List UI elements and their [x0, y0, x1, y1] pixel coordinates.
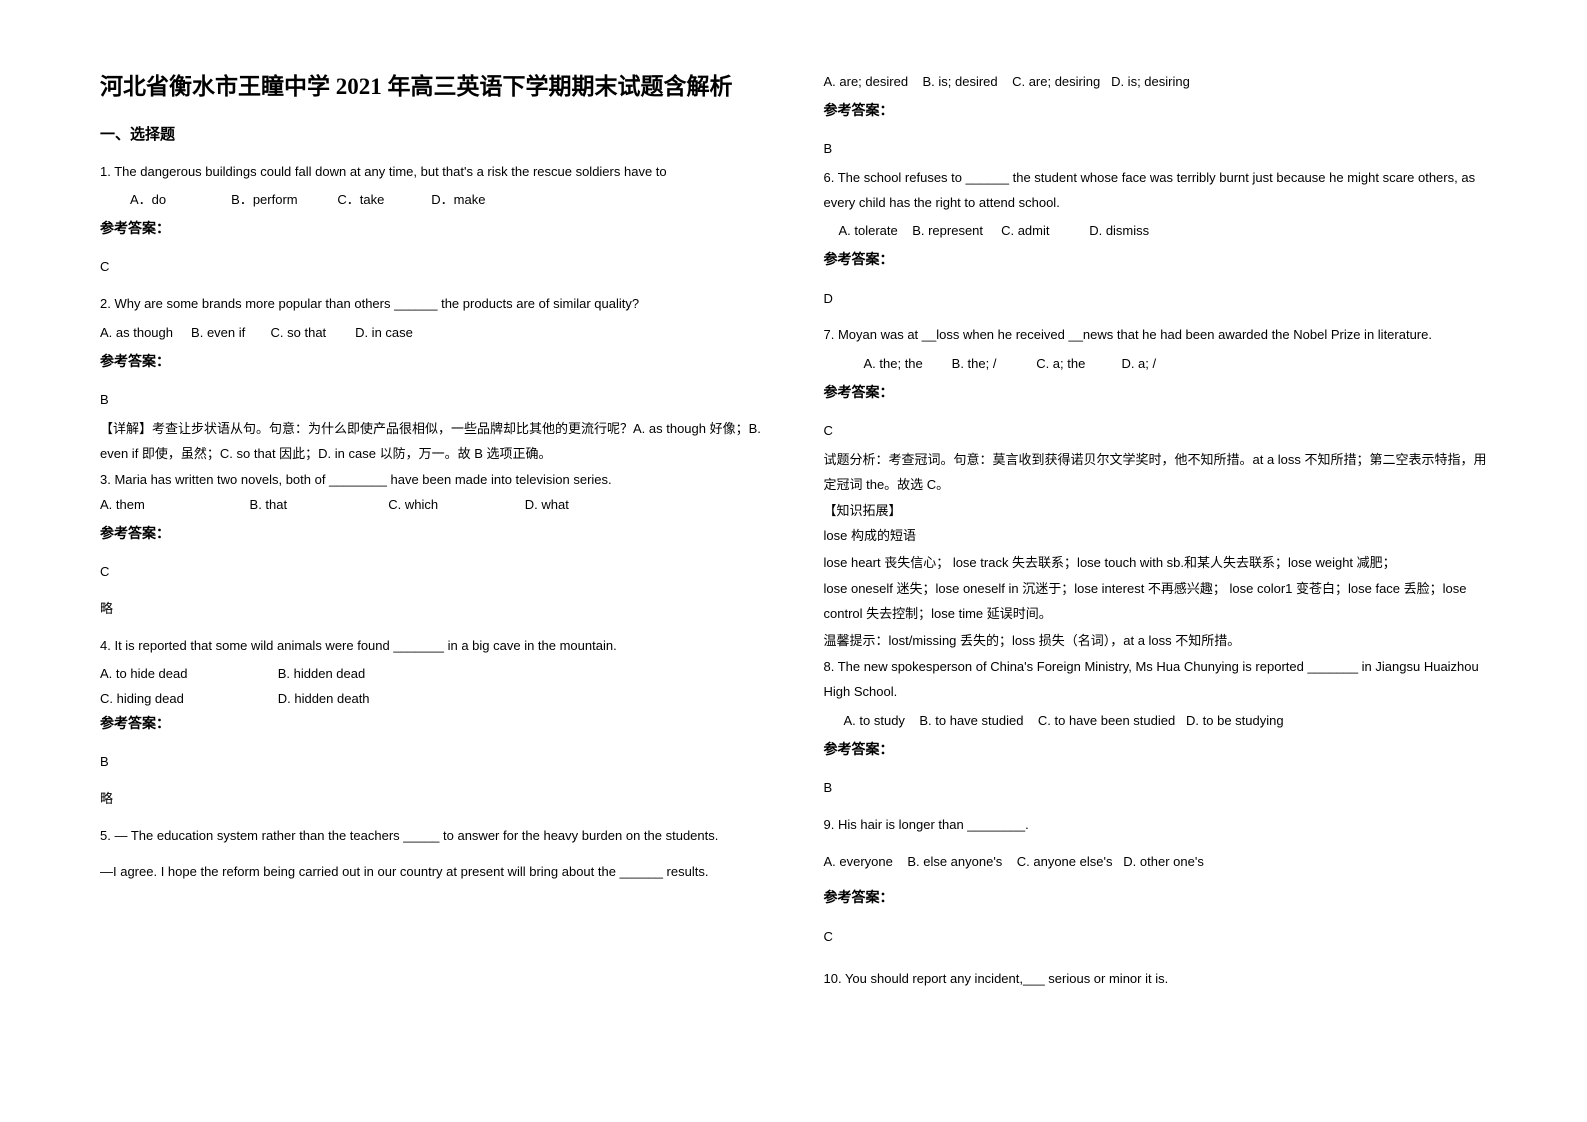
q8-choices: A. to study B. to have studied C. to hav…	[824, 709, 1488, 734]
q7-answer-heading: 参考答案：	[824, 381, 1488, 408]
q8-stem: 8. The new spokesperson of China's Forei…	[824, 655, 1488, 704]
spacer	[824, 953, 1488, 967]
q2-choices: A. as though B. even if C. so that D. in…	[100, 321, 764, 346]
spacer	[824, 279, 1488, 287]
q8-answer-heading: 参考答案：	[824, 738, 1488, 765]
q6-stem: 6. The school refuses to ______ the stud…	[824, 166, 1488, 215]
spacer	[824, 842, 1488, 850]
spacer	[100, 247, 764, 255]
q9-choices: A. everyone B. else anyone's C. anyone e…	[824, 850, 1488, 875]
spacer	[100, 552, 764, 560]
section-heading: 一、选择题	[100, 123, 764, 144]
q3-answer: C	[100, 560, 764, 585]
q3-answer-heading: 参考答案：	[100, 522, 764, 549]
page-container: 河北省衡水市王瞳中学 2021 年高三英语下学期期末试题含解析 一、选择题 1.…	[100, 70, 1487, 1082]
q2-answer-heading: 参考答案：	[100, 350, 764, 377]
spacer	[100, 626, 764, 634]
q4-note: 略	[100, 787, 764, 812]
q5-answer-heading: 参考答案：	[824, 99, 1488, 126]
q5-choices: A. are; desired B. is; desired C. are; d…	[824, 70, 1488, 95]
q7-ext-heading: 【知识拓展】	[824, 499, 1488, 524]
q2-answer: B	[100, 388, 764, 413]
q5-stem-b: —I agree. I hope the reform being carrie…	[100, 860, 764, 885]
q8-answer: B	[824, 776, 1488, 801]
q5-stem-a: 5. — The education system rather than th…	[100, 824, 764, 849]
q9-answer-heading: 参考答案：	[824, 886, 1488, 913]
q1-choices: A．do B．perform C．take D．make	[100, 188, 764, 213]
spacer	[824, 768, 1488, 776]
spacer	[824, 805, 1488, 813]
q6-answer-heading: 参考答案：	[824, 248, 1488, 275]
spacer	[100, 380, 764, 388]
q9-answer: C	[824, 925, 1488, 950]
spacer	[824, 878, 1488, 886]
q7-answer: C	[824, 419, 1488, 444]
q2-explanation: 【详解】考查让步状语从句。句意：为什么即使产品很相似，一些品牌却比其他的更流行呢…	[100, 417, 764, 466]
q7-ext4: 温馨提示：lost/missing 丢失的；loss 损失（名词），at a l…	[824, 629, 1488, 654]
spacer	[100, 816, 764, 824]
q4-choices-b: C. hiding dead D. hidden death	[100, 687, 764, 712]
q3-note: 略	[100, 597, 764, 622]
q10-stem: 10. You should report any incident,___ s…	[824, 967, 1488, 992]
spacer	[100, 589, 764, 597]
q4-stem: 4. It is reported that some wild animals…	[100, 634, 764, 659]
q6-choices: A. tolerate B. represent C. admit D. dis…	[824, 219, 1488, 244]
q4-answer: B	[100, 750, 764, 775]
q3-stem: 3. Maria has written two novels, both of…	[100, 468, 764, 493]
q7-explanation: 试题分析：考查冠词。句意：莫言收到获得诺贝尔文学奖时，他不知所措。at a lo…	[824, 448, 1488, 497]
spacer	[100, 779, 764, 787]
spacer	[100, 284, 764, 292]
q7-stem: 7. Moyan was at __loss when he received …	[824, 323, 1488, 348]
left-column: 河北省衡水市王瞳中学 2021 年高三英语下学期期末试题含解析 一、选择题 1.…	[100, 70, 764, 1082]
spacer	[100, 742, 764, 750]
q1-stem: 1. The dangerous buildings could fall do…	[100, 160, 764, 185]
q7-choices: A. the; the B. the; / C. a; the D. a; /	[824, 352, 1488, 377]
document-title: 河北省衡水市王瞳中学 2021 年高三英语下学期期末试题含解析	[100, 70, 764, 105]
q7-ext2: lose heart 丧失信心； lose track 失去联系；lose to…	[824, 551, 1488, 576]
spacer	[824, 129, 1488, 137]
spacer	[824, 411, 1488, 419]
spacer	[100, 852, 764, 860]
q1-answer-heading: 参考答案：	[100, 217, 764, 244]
q7-ext3: lose oneself 迷失；lose oneself in 沉迷于；lose…	[824, 577, 1488, 626]
spacer	[824, 315, 1488, 323]
q9-stem: 9. His hair is longer than ________.	[824, 813, 1488, 838]
spacer	[824, 917, 1488, 925]
q2-stem: 2. Why are some brands more popular than…	[100, 292, 764, 317]
right-column: A. are; desired B. is; desired C. are; d…	[824, 70, 1488, 1082]
q4-choices-a: A. to hide dead B. hidden dead	[100, 662, 764, 687]
q5-answer: B	[824, 137, 1488, 162]
q7-ext1: lose 构成的短语	[824, 524, 1488, 549]
q6-answer: D	[824, 287, 1488, 312]
q1-answer: C	[100, 255, 764, 280]
q4-answer-heading: 参考答案：	[100, 712, 764, 739]
q3-choices: A. them B. that C. which D. what	[100, 493, 764, 518]
